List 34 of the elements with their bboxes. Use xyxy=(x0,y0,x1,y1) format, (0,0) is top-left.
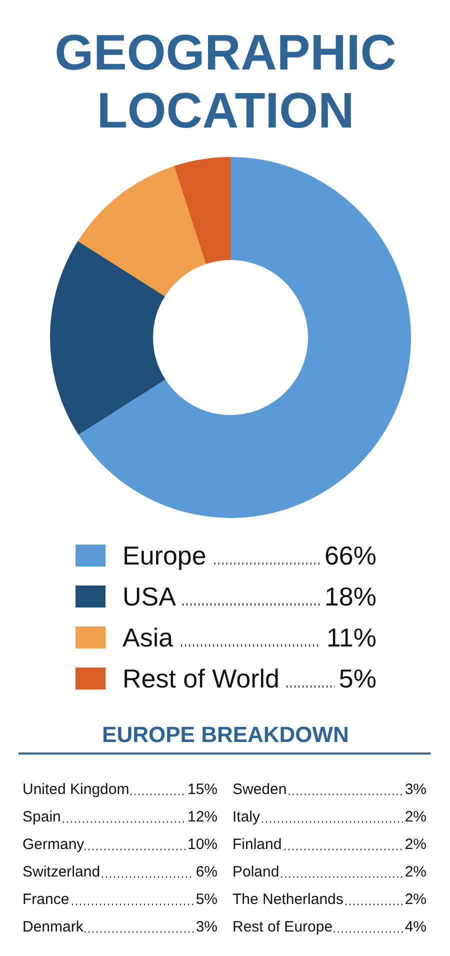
text: 5% xyxy=(196,891,218,908)
text: 2% xyxy=(404,836,427,853)
category-label: Rest of Europe xyxy=(232,918,333,936)
category-label: United Kingdom xyxy=(22,781,130,798)
category-label: Germany xyxy=(22,836,85,853)
category-label: France xyxy=(22,891,70,908)
text: EUROPE BREAKDOWN xyxy=(102,722,349,747)
category-label: The Netherlands xyxy=(232,891,344,908)
category-label: Sweden xyxy=(232,781,287,798)
data-label: 11% xyxy=(326,622,376,652)
text: 12% xyxy=(187,808,218,826)
text: 2% xyxy=(404,864,427,880)
legend-label: Asia xyxy=(122,622,174,652)
data-label: 18% xyxy=(324,582,377,612)
legend-label: USA xyxy=(122,582,177,612)
text: 6% xyxy=(196,864,218,880)
text: 2% xyxy=(404,891,427,908)
text: 10% xyxy=(187,836,218,853)
data-label: 66% xyxy=(324,540,377,570)
text: 3% xyxy=(404,781,427,798)
category-label: Finland xyxy=(232,836,282,853)
legend-label: Rest of World xyxy=(122,664,280,694)
text: 3% xyxy=(196,918,218,936)
category-label: Italy xyxy=(232,808,261,826)
text: 2% xyxy=(404,808,427,826)
category-label: Switzerland xyxy=(22,864,100,880)
legend-label: Europe xyxy=(122,540,206,570)
chart-title: GEOGRAPHIC LOCATION xyxy=(54,24,396,138)
text: 4% xyxy=(404,918,427,936)
category-label: Denmark xyxy=(22,918,84,936)
data-label: 5% xyxy=(338,664,376,694)
text: 15% xyxy=(187,781,218,798)
category-label: Poland xyxy=(232,864,280,880)
category-label: Spain xyxy=(22,808,61,826)
